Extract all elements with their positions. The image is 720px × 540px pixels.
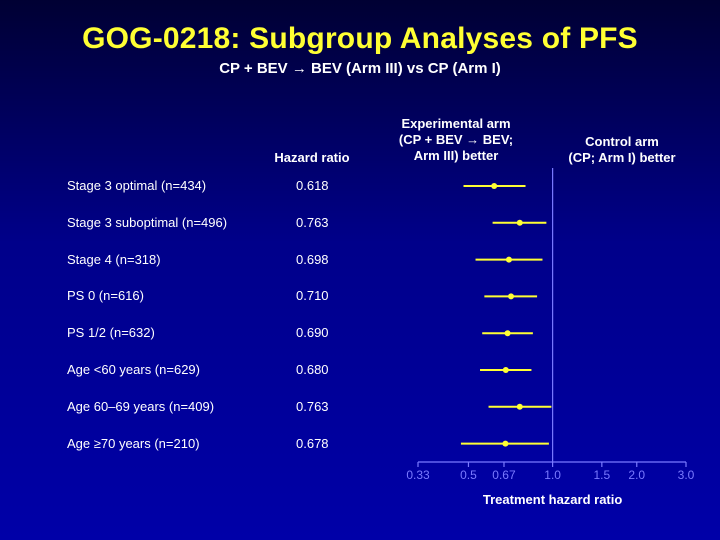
subgroup-label: Stage 4 (n=318) [67, 251, 161, 267]
x-tick-label: 0.5 [460, 468, 477, 482]
subgroup-label: Age <60 years (n=629) [67, 362, 200, 377]
subgroup-label: Age ≥70 years (n=210) [67, 435, 200, 451]
hazard-ratio-point [502, 440, 509, 447]
hazard-ratio-value: 0.763 [296, 398, 329, 414]
control-header-line-2: (CP; Arm I) better [568, 150, 676, 165]
hazard-ratio-point [516, 219, 523, 226]
hazard-ratio-point [516, 403, 523, 410]
hazard-ratio-value: 0.678 [296, 435, 329, 451]
hazard-ratio-point [508, 293, 515, 300]
hazard-ratio-value: 0.618 [296, 178, 329, 193]
subgroup-label: PS 1/2 (n=632) [67, 325, 155, 341]
x-tick-label: 0.67 [492, 468, 516, 482]
control-arm-header: Control arm (CP; Arm I) better [552, 134, 692, 166]
experimental-header-line-1: Experimental arm [401, 116, 511, 131]
hazard-ratio-point [502, 367, 509, 373]
x-tick-label: 1.0 [544, 468, 561, 482]
x-tick-label: 1.5 [593, 468, 610, 482]
hazard-ratio-point [491, 183, 498, 189]
hazard-ratio-value: 0.680 [296, 362, 329, 377]
subgroup-label: Stage 3 optimal (n=434) [67, 178, 207, 193]
subgroup-label: Stage 3 suboptimal (n=496) [67, 214, 228, 230]
slide-title: GOG-0218: Subgroup Analyses of PFS [82, 22, 638, 55]
x-tick-label: 3.0 [678, 468, 695, 482]
hazard-ratio-value: 0.698 [296, 251, 329, 267]
experimental-header-line-3: Arm III) better [413, 148, 499, 163]
slide-subtitle: CP + BEV → BEV (Arm III) vs CP (Arm I) [219, 60, 501, 77]
hazard-ratio-value: 0.763 [296, 214, 329, 230]
control-header-line-1: Control arm [585, 134, 659, 149]
subgroup-label: PS 0 (n=616) [67, 288, 144, 304]
experimental-header-line-2: (CP + BEV → BEV; [398, 132, 514, 147]
experimental-arm-header: Experimental arm (CP + BEV → BEV; Arm II… [376, 116, 536, 164]
x-tick-label: 2.0 [628, 468, 645, 482]
hazard-ratio-value: 0.690 [296, 325, 329, 341]
hazard-ratio-column-header: Hazard ratio [274, 150, 350, 165]
subgroup-label: Age 60–69 years (n=409) [67, 398, 215, 414]
x-tick-label: 0.33 [406, 468, 430, 482]
hazard-ratio-point [504, 330, 511, 337]
hazard-ratio-point [505, 256, 512, 263]
x-axis-title: Treatment hazard ratio [483, 492, 622, 507]
hazard-ratio-value: 0.710 [296, 288, 329, 304]
